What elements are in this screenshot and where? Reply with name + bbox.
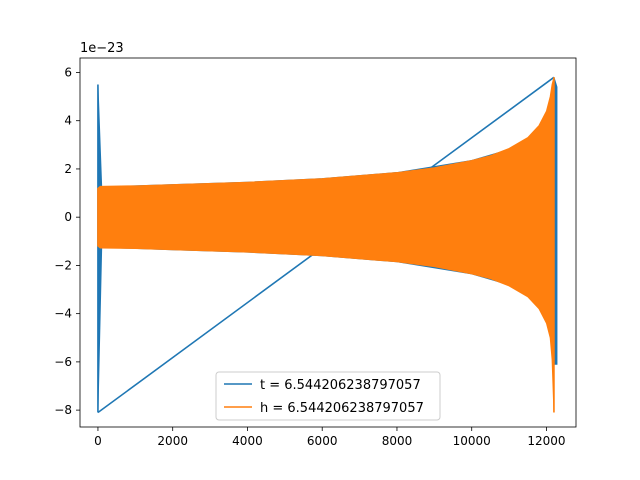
y-tick-label: 4: [64, 114, 72, 128]
x-tick-label: 0: [94, 434, 102, 448]
x-tick-label: 2000: [157, 434, 188, 448]
axes-frame: [79, 57, 577, 428]
x-tick-label: 4000: [232, 434, 263, 448]
x-tick-label: 10000: [453, 434, 491, 448]
y-tick-label: 6: [64, 65, 72, 79]
y-tick-label: −2: [54, 258, 72, 272]
y-offset-text: 1e−23: [80, 41, 124, 56]
y-tick-label: 0: [64, 210, 72, 224]
y-axis-ticks: −8 −6 −4 −2 0 2 4 6: [54, 65, 80, 417]
x-tick-label: 12000: [527, 434, 565, 448]
x-tick-label: 6000: [307, 434, 338, 448]
y-tick-label: −8: [54, 403, 72, 417]
x-tick-label: 8000: [382, 434, 413, 448]
series-layer: [97, 76, 558, 414]
y-tick-label: 2: [64, 162, 72, 176]
legend: t = 6.544206238797057 h = 6.544206238797…: [215, 371, 441, 421]
y-tick-label: −4: [54, 307, 72, 321]
x-axis-ticks: 0 2000 4000 6000 8000 10000 12000: [94, 427, 566, 448]
plot-area: [79, 57, 577, 428]
legend-label-t: t = 6.544206238797057: [260, 378, 421, 393]
series-1-body: [97, 77, 555, 413]
legend-frame: [215, 371, 441, 421]
y-tick-label: −6: [54, 355, 72, 369]
legend-label-h: h = 6.544206238797057: [260, 401, 424, 416]
